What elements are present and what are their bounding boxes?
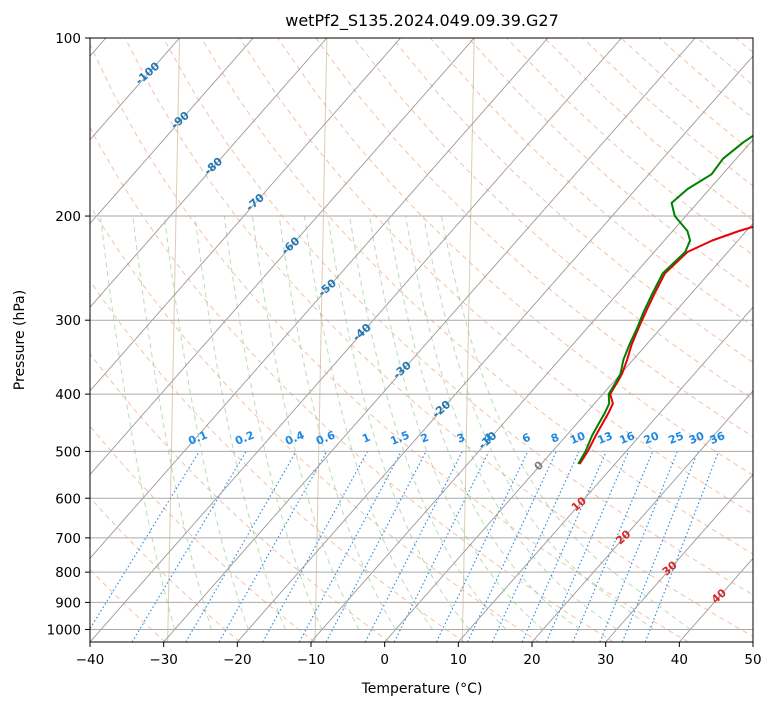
mixing-ratio-line [435, 451, 529, 642]
x-axis-label: Temperature (°C) [361, 681, 483, 697]
mixing-ratio-label: 36 [708, 429, 727, 447]
y-tick-label: 300 [55, 313, 81, 329]
mixing-ratio-label: 13 [595, 429, 614, 447]
dry-adiabat [90, 425, 316, 642]
mixing-ratio-line [545, 451, 629, 642]
reference-curve [167, 38, 180, 642]
isotherm-line [90, 38, 180, 141]
dry-adiabat [277, 38, 753, 476]
mixing-ratio-label: 25 [667, 429, 686, 447]
y-tick-label: 1000 [47, 622, 81, 638]
mixing-ratio-line [185, 451, 297, 642]
x-tick-label: −40 [76, 652, 105, 668]
isotherm-line [90, 38, 475, 476]
dry-adiabat [90, 496, 241, 642]
dry-adiabat [90, 204, 540, 642]
moist-adiabat [251, 215, 360, 630]
isotherm-line [384, 222, 753, 642]
dry-adiabat [90, 43, 689, 642]
mixing-ratio-label: 10 [568, 429, 587, 447]
isotherm-line [90, 38, 254, 225]
y-axis-label: Pressure (hPa) [12, 290, 28, 390]
y-tick-label: 200 [55, 209, 81, 225]
x-tick-label: −30 [149, 652, 178, 668]
mixing-ratio-line [393, 451, 490, 642]
mixing-ratio-label: 2 [419, 431, 431, 446]
y-tick-label: 400 [55, 387, 81, 403]
isotherm-line [90, 38, 401, 392]
isotherm-line [163, 38, 696, 642]
mixing-ratio-line [131, 451, 247, 642]
plot-frame [89, 37, 754, 643]
reference-curve [314, 38, 328, 642]
y-tick-label: 800 [55, 565, 81, 581]
isotherm-line [310, 139, 753, 642]
mixing-ratio-line [298, 451, 402, 642]
dry-adiabat [162, 38, 753, 596]
moist-adiabat [278, 215, 397, 630]
grid [90, 38, 753, 642]
dry-adiabat [468, 38, 753, 291]
series-layer [577, 134, 753, 465]
mixing-ratio-labels: 0.1 0.2 0.4 0.6 1 1.5 2 3 4 6 8 10 13 16 20 25 30 36 [186, 428, 727, 447]
dry-adiabat [90, 279, 465, 642]
x-axis: −40 −30 −20 −10 0 10 20 30 40 50 [76, 642, 762, 668]
temperature-profile-line [578, 225, 753, 465]
isotherm-line [90, 38, 549, 559]
x-tick-label: −20 [223, 652, 252, 668]
isotherm-line [236, 55, 753, 642]
mixing-ratio-line [521, 451, 607, 642]
isotherm-line [531, 390, 753, 642]
mixing-ratio-label: 16 [618, 429, 637, 447]
moist-adiabat [327, 215, 470, 630]
y-tick-label: 900 [55, 595, 81, 611]
mixing-ratio-label: 3 [455, 431, 467, 446]
isotherm-line [90, 38, 328, 308]
mixing-ratio-line [218, 451, 328, 642]
dry-adiabat [239, 38, 753, 515]
x-tick-label: 30 [597, 652, 614, 668]
x-tick-label: −10 [297, 652, 326, 668]
y-tick-label: 600 [55, 491, 81, 507]
dry-adiabat [90, 126, 614, 642]
mixing-ratio-line [90, 451, 200, 630]
moist-adiabat [99, 215, 176, 630]
isotherm-line [605, 473, 753, 642]
x-tick-label: 0 [380, 652, 389, 668]
y-tick-label: 500 [55, 444, 81, 460]
x-tick-label: 10 [450, 652, 467, 668]
dry-adiabat [124, 38, 753, 637]
mixing-ratio-label: 1 [360, 431, 372, 446]
mixing-ratio-line [572, 451, 654, 642]
reference-curve [461, 38, 475, 642]
dry-adiabat [391, 38, 753, 363]
dewpoint-profile-line [577, 134, 753, 465]
x-tick-label: 50 [744, 652, 761, 668]
mixing-ratio-line [491, 451, 580, 642]
x-tick-label: 40 [671, 652, 688, 668]
isotherm-line [457, 306, 753, 642]
mixing-ratio-line [467, 451, 557, 642]
mixing-ratio-line [262, 451, 369, 642]
mixing-ratio-label: 20 [642, 429, 661, 447]
mixing-ratio-label: 8 [549, 431, 561, 446]
dry-adiabat [200, 38, 753, 555]
mixing-ratio-label: 30 [687, 429, 706, 447]
isotherm-line [90, 38, 622, 642]
y-tick-label: 100 [55, 31, 81, 47]
y-tick-label: 700 [55, 531, 81, 547]
chart-title: wetPf2_S135.2024.049.09.39.G27 [285, 11, 559, 31]
x-tick-label: 20 [523, 652, 540, 668]
y-axis: 100 200 300 400 500 600 700 800 900 1000 [47, 31, 90, 638]
